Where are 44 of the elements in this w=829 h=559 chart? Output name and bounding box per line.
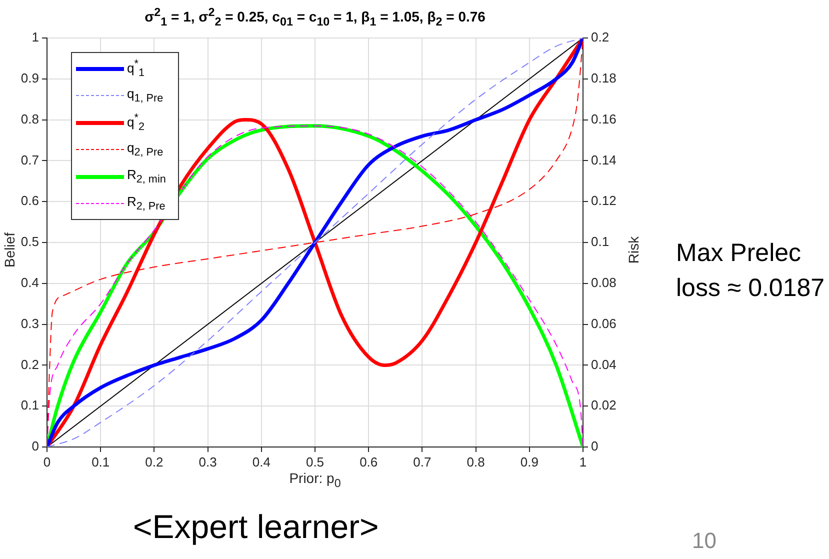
y-tick-label: 0.4 [20, 274, 39, 290]
x-axis-title: Prior: p$_{0}$ [288, 470, 342, 490]
y2-tick-label: 0.18 [591, 70, 616, 86]
legend-label: R$_{2, min}$ [127, 167, 166, 186]
y2-tick-label: 0.06 [591, 316, 616, 331]
y2-tick-label: 0.14 [591, 152, 616, 168]
text: <Expert learner> [133, 508, 379, 546]
y-tick-label: 0.8 [20, 111, 39, 126]
legend-label: R$_{2, Pre}$ [127, 194, 166, 213]
x-tick-label: 0.7 [413, 454, 432, 470]
y2-tick-label: 0.04 [591, 356, 616, 372]
y-tick-label: 0.9 [20, 70, 39, 86]
y2-tick-label: 0.1 [591, 234, 610, 250]
y-axis-title: Belief [2, 232, 18, 268]
x-tick-label: 0.3 [198, 454, 217, 470]
x-tick-label: 0.8 [466, 454, 485, 470]
y2-tick-label: 0 [591, 438, 598, 454]
y-tick-label: 0.5 [20, 234, 39, 250]
y-tick-label: 0 [32, 438, 39, 454]
x-tick-label: 0.2 [145, 454, 164, 470]
x-tick-label: 0.5 [306, 454, 324, 470]
text: 10 [692, 528, 716, 553]
y-tick-label: 0.6 [20, 193, 39, 208]
y-tick-label: 1 [32, 30, 39, 45]
x-tick-label: 0.4 [252, 454, 270, 470]
y-tick-label: 0.2 [20, 356, 39, 372]
x-tick-label: 0.1 [92, 454, 110, 470]
y-tick-label: 0.1 [20, 398, 39, 413]
x-tick-label: 0.9 [520, 454, 538, 470]
text: Max Prelec loss ≈ 0.0187 [676, 238, 826, 304]
x-tick-label: 0 [43, 454, 51, 470]
y2-tick-label: 0.16 [591, 111, 616, 126]
y2-tick-label: 0.08 [591, 274, 616, 290]
y2-tick-label: 0.2 [591, 30, 610, 45]
legend-label: q$_{1, Pre}$ [127, 86, 164, 105]
y-tick-label: 0.3 [20, 316, 39, 331]
y2-tick-label: 0.12 [591, 193, 616, 208]
text: 10 [316, 15, 330, 28]
legend-label: q$_{2, Pre}$ [127, 140, 164, 159]
y-tick-label: 0.7 [20, 152, 39, 168]
y2-axis-title: Risk [626, 236, 642, 264]
x-tick-label: 0.6 [360, 454, 378, 470]
x-tick-label: 1 [579, 454, 587, 470]
y2-tick-label: 0.02 [591, 398, 616, 413]
